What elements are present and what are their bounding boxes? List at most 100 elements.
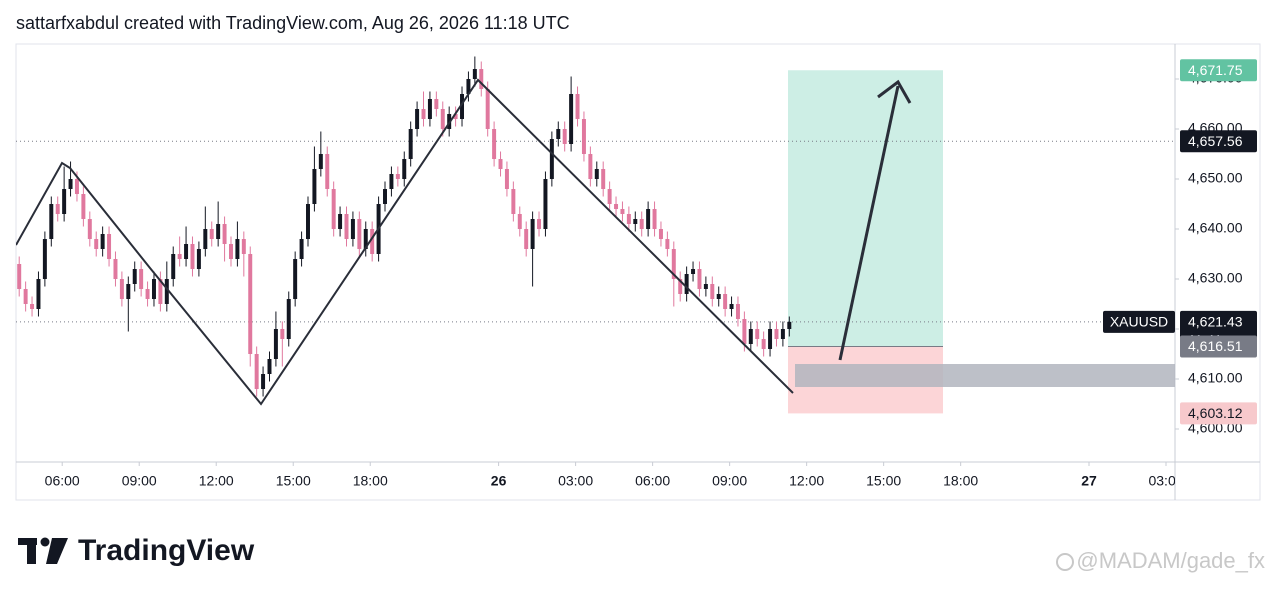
candle-body [569,94,574,144]
candle-body [607,189,612,204]
candle-body [248,254,253,354]
candle-body [588,154,593,179]
candle-body [119,279,124,299]
candle-body [549,139,554,179]
candle-body [787,321,792,329]
candle-body [68,179,73,189]
x-tick-label: 15:00 [866,473,901,489]
candle-body [286,299,291,339]
candle-body [671,249,676,279]
candle-body [755,329,760,339]
stop-label-text: 4,603.12 [1188,405,1243,421]
candle-body [331,189,336,229]
marker-label-text: 4,657.56 [1188,133,1243,149]
candle-body [190,244,195,269]
candle-body [36,279,41,309]
candle-body [357,219,362,249]
candle-body [325,154,330,189]
x-tick-label: 15:00 [276,473,311,489]
price-labels: 4,671.754,657.564,603.124,621.4311:41XAU… [1103,59,1257,425]
candle-body [151,279,156,299]
candle-body [100,234,105,249]
candle-body [293,259,298,299]
candle-body [658,229,663,239]
x-tick-label: 06:00 [635,473,670,489]
candles [17,56,792,397]
candle-body [383,189,387,204]
candle-body [222,224,227,244]
candle-body [652,209,657,229]
x-tick-label: 03:00 [1148,473,1183,489]
candle-body [665,239,670,249]
target-zone [788,70,943,347]
candle-body [427,99,432,119]
candle-body [267,359,272,374]
y-tick-label: 4,610.00 [1188,370,1243,386]
candle-body [748,329,753,344]
candle-body [280,329,285,339]
drawings [16,78,1175,406]
candle-body [780,329,785,339]
candle-body [453,114,458,119]
candle-body [524,229,529,249]
watermark: @MADAM/gade_fx [1056,548,1265,573]
candle-body [562,129,567,144]
y-tick-label: 4,650.00 [1188,170,1243,186]
logo: TradingView [18,534,255,567]
y-tick-label: 4,640.00 [1188,220,1243,236]
candle-body [498,159,503,169]
candle-body [735,304,740,319]
zigzag [16,78,794,406]
candle-body [537,219,542,229]
candle-body [408,129,413,159]
candle-body [472,69,477,79]
symbol-box [1103,310,1175,333]
candle-body [30,304,35,309]
candle-body [241,239,246,254]
candle-body [517,214,522,229]
candle-body [581,119,586,154]
symbol-text: XAUUSD [1110,314,1168,330]
candle-body [132,269,137,284]
y-tick-label: 4,630.00 [1188,270,1243,286]
candle-body [626,214,631,224]
candle-body [113,259,118,279]
entry-label-text: 4,616.51 [1188,338,1243,354]
candle-body [203,229,208,249]
candle-body [466,79,471,94]
candle-body [556,129,561,139]
target-label-box [1180,59,1257,82]
candle-body [646,209,651,229]
candle-body [184,244,189,259]
candle-body [614,204,619,209]
candle-body [126,284,131,299]
candle-body [639,219,644,229]
last-price-text: 4,621.43 [1188,314,1243,330]
candle-body [421,109,426,119]
candle-body [49,204,54,239]
candle-body [575,94,580,119]
candle-body [703,284,708,289]
stop-label-box [1180,402,1257,425]
candle-body [479,69,484,89]
candle-body [492,129,497,159]
candle-body [344,214,349,239]
candle-body [415,109,420,129]
candle-body [145,289,150,299]
candle-body [370,229,375,254]
frame [15,43,1261,501]
position-layer [16,70,1175,414]
candle-body [158,279,163,304]
candle-body [440,109,445,129]
candle-body [171,254,176,279]
candle-body [350,219,355,239]
candle-body [196,249,201,269]
candle-body [389,174,394,189]
candle-body [164,279,169,304]
candle-body [511,189,516,214]
candle-body [55,204,60,214]
candle-body [710,284,715,299]
candle-body [434,99,439,109]
